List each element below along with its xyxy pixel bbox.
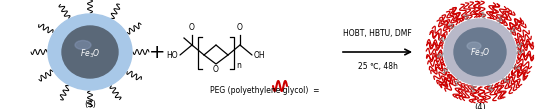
Ellipse shape (48, 14, 132, 90)
Text: O: O (189, 23, 195, 32)
Text: +: + (149, 43, 165, 61)
Text: $\mathit{Fe_3O}$: $\mathit{Fe_3O}$ (80, 48, 100, 60)
Text: 25 ℃, 48h: 25 ℃, 48h (358, 62, 397, 71)
Text: O: O (237, 23, 243, 32)
Ellipse shape (467, 42, 481, 50)
Text: (4): (4) (474, 102, 486, 109)
Text: OH: OH (254, 50, 266, 60)
Text: (3): (3) (84, 100, 96, 108)
Ellipse shape (62, 26, 118, 78)
Ellipse shape (75, 41, 91, 49)
Text: O: O (213, 65, 219, 74)
Ellipse shape (444, 19, 516, 85)
Text: HOBT, HBTU, DMF: HOBT, HBTU, DMF (343, 29, 412, 38)
Text: PEG (polyethylene glycol)  =: PEG (polyethylene glycol) = (210, 85, 320, 95)
Text: n: n (236, 60, 241, 70)
Text: HO: HO (166, 50, 178, 60)
Ellipse shape (454, 28, 506, 76)
Text: $\mathit{Fe_3O}$: $\mathit{Fe_3O}$ (470, 47, 490, 59)
